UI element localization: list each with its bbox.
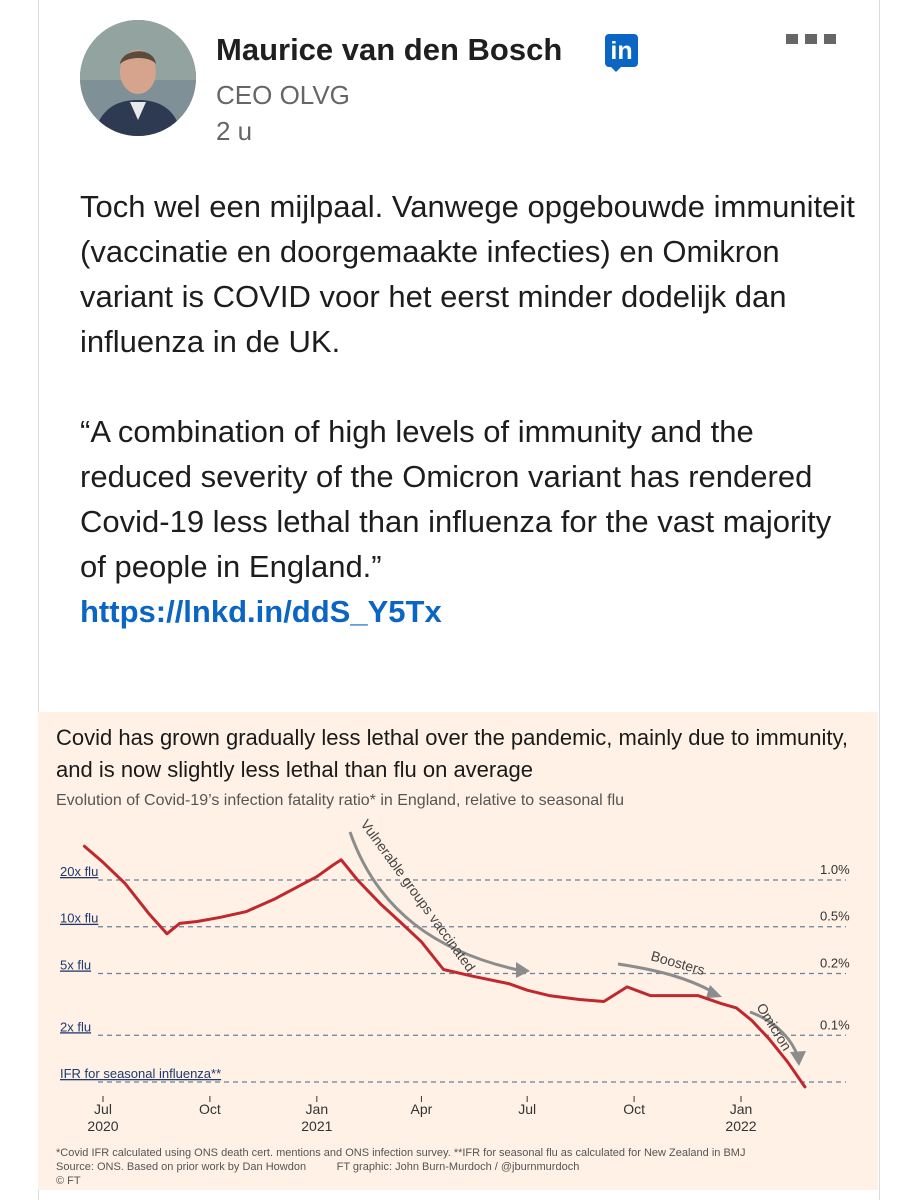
y-right-tick-label: 0.2% <box>820 955 850 970</box>
chart-footnote-3: © FT <box>56 1175 81 1187</box>
x-tick-label: Apr <box>411 1101 433 1117</box>
y-right-tick-label: 0.1% <box>820 1017 850 1032</box>
chart-image[interactable]: Covid has grown gradually less lethal ov… <box>38 712 878 1190</box>
post-quote: “A combination of high levels of immunit… <box>80 414 832 584</box>
post-body: Toch wel een mijlpaal. Vanwege opgebouwd… <box>80 184 860 634</box>
y-tick-label: 5x flu <box>60 957 91 972</box>
annotation-arrowhead <box>706 985 722 998</box>
more-options-icon[interactable] <box>786 34 840 50</box>
x-tick-label: Oct <box>199 1101 221 1117</box>
x-tick-year-label: 2020 <box>87 1118 118 1134</box>
x-tick-year-label: 2021 <box>301 1118 332 1134</box>
annotation-arrow <box>617 962 714 994</box>
chart-footnote-2: Source: ONS. Based on prior work by Dan … <box>56 1161 580 1173</box>
x-tick-label: Jul <box>94 1101 112 1117</box>
x-tick-label: Jan <box>306 1101 329 1117</box>
annotation-label: Vulnerable groups vaccinated <box>358 816 479 974</box>
chart-subtitle: Evolution of Covid-19’s infection fatali… <box>56 792 625 809</box>
chart-title: Covid has grown gradually less lethal ov… <box>56 725 848 782</box>
chart-footnote-1: *Covid IFR calculated using ONS death ce… <box>56 1147 746 1159</box>
linkedin-icon: in <box>605 34 638 72</box>
x-tick-label: Jul <box>518 1101 536 1117</box>
x-tick-label: Jan <box>730 1101 753 1117</box>
y-tick-label: 20x flu <box>60 864 98 879</box>
author-name[interactable]: Maurice van den Bosch <box>216 32 563 67</box>
x-tick-year-label: 2022 <box>725 1118 756 1134</box>
post-link[interactable]: https://lnkd.in/ddS_Y5Tx <box>80 594 442 629</box>
author-avatar[interactable] <box>80 20 196 136</box>
x-tick-label: Oct <box>623 1101 645 1117</box>
y-right-tick-label: 1.0% <box>820 862 850 877</box>
y-tick-label: IFR for seasonal influenza** <box>60 1066 221 1081</box>
y-right-tick-label: 0.5% <box>820 909 850 924</box>
series-line <box>82 844 807 1089</box>
annotation-arrowhead <box>516 962 530 978</box>
avatar-photo <box>80 20 196 136</box>
line-chart: 20x flu 10x flu 5x flu 2x flu IFR for season… <box>60 816 850 1134</box>
annotation-arrow <box>348 831 519 972</box>
post-paragraph: Toch wel een mijlpaal. Vanwege opgebouwd… <box>80 189 855 359</box>
author-role: CEO OLVG <box>216 80 350 110</box>
y-tick-label: 2x flu <box>60 1019 91 1034</box>
y-tick-label: 10x flu <box>60 911 98 926</box>
annotation-arrowhead <box>790 1051 806 1066</box>
post-timestamp: 2 u <box>216 116 253 146</box>
